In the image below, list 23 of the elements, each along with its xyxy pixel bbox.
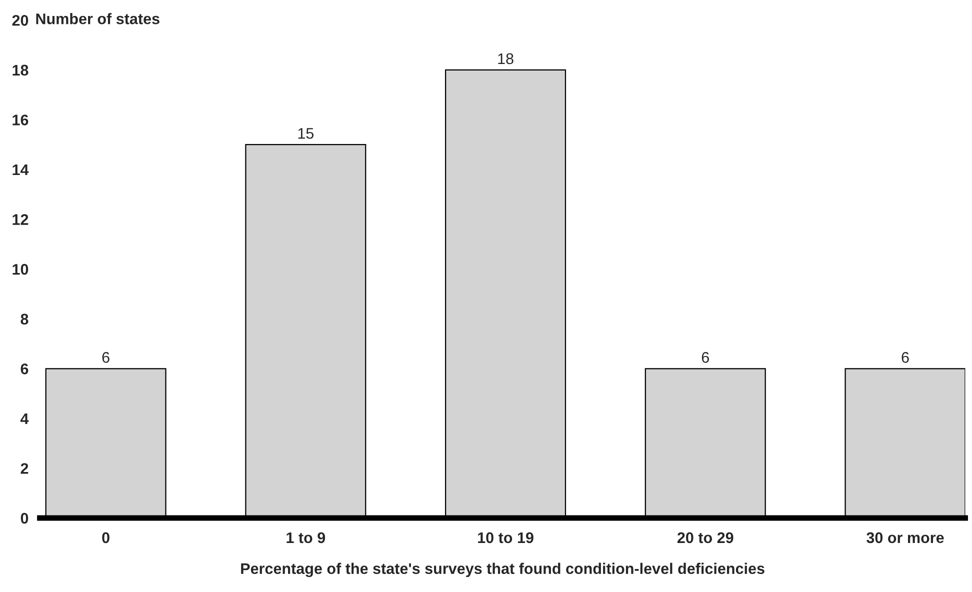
y-tick-label: 12 [12,214,28,225]
y-tick-label: 8 [20,314,28,325]
x-tick-label: 30 or more [866,532,944,544]
y-axis-title: Number of states [36,13,160,24]
data-label: 6 [102,352,110,363]
x-tick-label: 0 [102,532,110,544]
y-tick-label: 4 [20,413,29,424]
y-tick-label: 16 [12,114,28,126]
y-tick-label: 6 [20,364,28,374]
y-tick-label: 0 [20,512,28,524]
data-label: 15 [298,128,314,139]
x-tick-label: 10 to 19 [478,532,534,544]
y-tick-label: 10 [12,264,28,275]
y-tick-label: 18 [12,64,28,76]
data-label: 18 [498,53,514,64]
data-label: 6 [702,352,709,363]
x-tick-label: 20 to 29 [677,532,734,544]
y-tick-label: 20 [12,14,28,26]
y-tick-label: 14 [12,164,29,176]
data-label: 6 [902,352,909,363]
x-tick-label: 1 to 9 [286,532,326,544]
x-axis-title: Percentage of the state's surveys that found condition-level deficiencies [241,562,764,578]
y-tick-label: 2 [20,463,28,474]
